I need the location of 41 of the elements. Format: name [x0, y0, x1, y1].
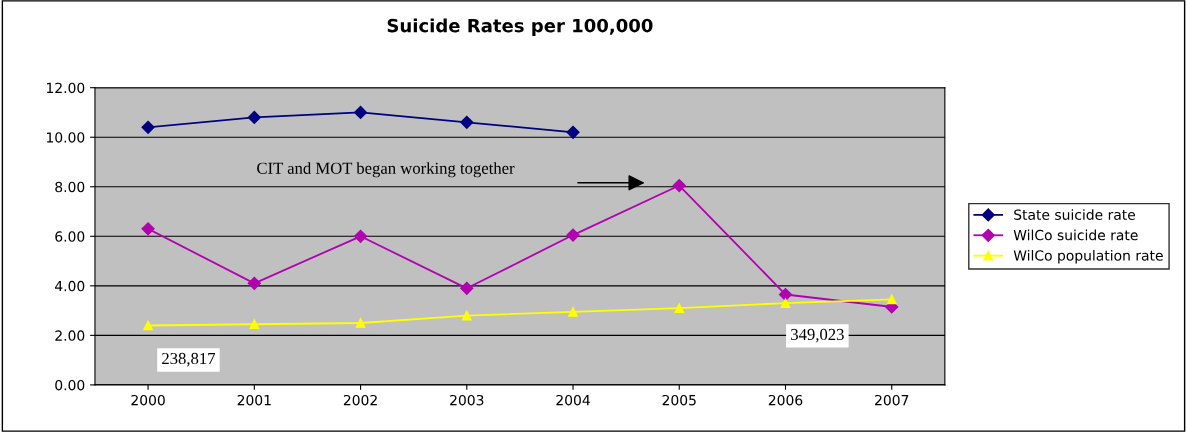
- x-tick-label: 2001: [237, 394, 271, 406]
- x-tick-label: 2003: [450, 394, 484, 406]
- legend-label: State suicide rate: [1014, 209, 1136, 220]
- point: [353, 105, 368, 120]
- y-tick-label: 12.00: [47, 82, 85, 94]
- annotation: 238,817: [162, 352, 216, 367]
- x-tick-label: 2006: [768, 394, 803, 406]
- y-tick-label: 8.00: [55, 181, 85, 193]
- point: [568, 306, 578, 317]
- point: [355, 318, 366, 328]
- annotation: 349,023: [791, 328, 844, 343]
- y-tick-label: 0.00: [55, 379, 85, 391]
- point: [143, 320, 153, 331]
- point: [674, 303, 685, 313]
- y-tick-label: 4.00: [54, 280, 85, 292]
- x-tick-label: 2007: [875, 394, 909, 406]
- point: [141, 120, 155, 134]
- point: [780, 298, 791, 309]
- point: [247, 110, 261, 125]
- chart-title: Suicide Rates per 100,000: [387, 18, 653, 36]
- x-tick-label: 2000: [131, 394, 165, 406]
- y-tick-label: 10.00: [47, 132, 85, 143]
- point: [460, 115, 474, 129]
- annotation: CIT and MOT began working together: [257, 162, 515, 178]
- point: [566, 228, 580, 242]
- point: [461, 310, 472, 321]
- point: [566, 125, 580, 139]
- x-tick-label: 2005: [662, 394, 696, 406]
- point: [249, 319, 260, 330]
- point: [247, 276, 261, 290]
- y-tick-label: 2.00: [55, 330, 85, 341]
- x-tick-label: 2004: [556, 394, 590, 406]
- point: [672, 178, 686, 193]
- point: [141, 222, 155, 236]
- legend-label: WilCo population rate: [1013, 249, 1163, 264]
- y-tick-label: 6.00: [55, 231, 85, 242]
- point: [886, 294, 897, 305]
- x-tick-label: 2002: [343, 394, 377, 406]
- legend-label: WilCo suicide rate: [1013, 229, 1138, 241]
- point: [460, 281, 474, 295]
- point: [353, 229, 368, 243]
